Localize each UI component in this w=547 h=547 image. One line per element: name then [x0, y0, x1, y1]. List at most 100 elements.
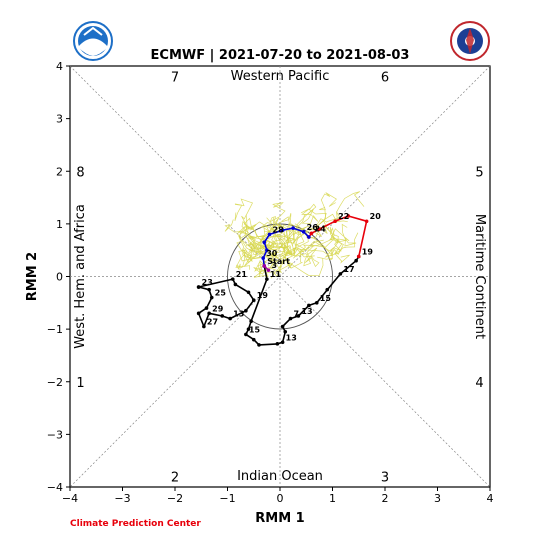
region-label-left: West. Hem. and Africa [73, 204, 88, 349]
track-point [220, 314, 225, 318]
ensemble-member-line [272, 216, 293, 248]
track-point-label: 17 [343, 265, 354, 274]
x-tick-label: 0 [277, 492, 284, 505]
track-point [257, 343, 261, 347]
ensemble-member-line [269, 202, 289, 241]
track-point [283, 329, 288, 334]
y-tick-label: 2 [56, 165, 63, 178]
phase-number: 2 [171, 470, 179, 485]
ensemble-member-line [238, 224, 275, 263]
track-point-label: 28 [273, 225, 285, 234]
phase-labels: 7 68 51 42 3 [76, 71, 483, 486]
track-point [296, 314, 301, 318]
track-point [209, 295, 214, 300]
ensemble-member-line [271, 213, 307, 248]
track-point [204, 306, 209, 310]
ensemble-member-line [246, 242, 278, 259]
track-point [228, 316, 232, 321]
track-point [333, 219, 337, 224]
x-tick-label: 2 [382, 492, 389, 505]
phase-number: 7 [171, 71, 179, 86]
track-point [196, 285, 201, 289]
track-point-label: 27 [207, 317, 218, 326]
track-point-label: 29 [212, 304, 224, 313]
track-point [207, 287, 211, 292]
y-tick-label: −2 [47, 376, 63, 389]
ensemble-member-line [293, 235, 350, 264]
y-tick-label: −4 [47, 481, 63, 494]
y-tick-label: 1 [56, 218, 63, 231]
x-tick-label: −2 [167, 492, 183, 505]
track-point [249, 319, 253, 324]
y-tick-label: −3 [47, 428, 63, 441]
track-point [280, 340, 285, 345]
ensemble-member-line [293, 191, 365, 254]
track-point [325, 287, 330, 292]
track-point [291, 226, 295, 230]
track-line [245, 256, 360, 346]
x-tick-label: −3 [114, 492, 130, 505]
track-point [346, 214, 351, 218]
track-point [364, 219, 369, 224]
ensemble-member-line [263, 248, 289, 264]
ensemble-member-line [234, 198, 270, 249]
ensemble-member-line [293, 203, 348, 245]
phase-number: 6 [381, 71, 389, 86]
ensemble-member-line [236, 227, 270, 259]
track-point [307, 235, 311, 239]
ensemble-member-line [294, 223, 357, 257]
track-point-label: 25 [215, 289, 227, 298]
track-point [246, 290, 251, 295]
track-point-label: 30 [266, 249, 278, 258]
x-axis-ticks: −4 −3 −2 −1 0 1 2 3 4 [62, 487, 494, 505]
y-axis-label: RMM 2 [25, 252, 40, 301]
track-point [246, 327, 251, 331]
track-point [202, 324, 206, 329]
track-point-label: 22 [338, 212, 349, 221]
track-point [309, 231, 314, 236]
chart-title: ECMWF | 2021-07-20 to 2021-08-03 [151, 48, 410, 63]
track-point-label: 11 [270, 270, 282, 279]
phase-number: 3 [381, 470, 389, 485]
track-point [280, 228, 285, 232]
track-point-label: 24 [315, 224, 327, 233]
x-tick-label: −4 [62, 492, 78, 505]
track-point [265, 248, 269, 252]
ensemble-member-line [275, 237, 334, 276]
region-label-top: Western Pacific [231, 69, 330, 84]
track-point [233, 282, 238, 287]
y-tick-label: 0 [56, 271, 63, 284]
ensemble-member-line [288, 208, 319, 247]
track-point [314, 301, 319, 305]
track-point [275, 342, 280, 346]
track-point-label: 15 [320, 294, 332, 303]
track-point-label: 7 [294, 310, 300, 319]
y-axis-ticks: −4 −3 −2 −1 0 1 2 3 4 [47, 60, 70, 494]
ensemble-member-line [268, 242, 293, 265]
track-point [251, 298, 256, 302]
ensemble-member-line [293, 226, 339, 259]
phase-number: 5 [475, 165, 483, 180]
track-point [356, 254, 361, 259]
track-point [288, 316, 293, 321]
track-point [317, 227, 322, 231]
region-label-right: Maritime Continent [472, 214, 487, 339]
track-point [267, 232, 272, 237]
track-point [262, 240, 267, 245]
track-point-label: 23 [202, 278, 213, 287]
track-point-label: 3 [271, 261, 277, 270]
y-tick-label: −1 [47, 323, 63, 336]
track-point-label: Start [267, 257, 290, 266]
track-point [207, 311, 211, 316]
track-point-label: 21 [236, 270, 248, 279]
x-tick-label: 1 [329, 492, 336, 505]
y-tick-label: 4 [56, 60, 63, 73]
track-point-label: 20 [370, 212, 382, 221]
ensemble-member-line [273, 224, 305, 249]
track-point [251, 337, 256, 342]
x-tick-label: −1 [219, 492, 235, 505]
track-point [261, 256, 266, 260]
track-point [265, 277, 269, 281]
